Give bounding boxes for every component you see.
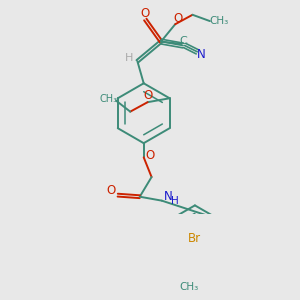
Text: CH₃: CH₃ bbox=[99, 94, 117, 104]
Text: Br: Br bbox=[188, 232, 201, 245]
Text: CH₃: CH₃ bbox=[210, 16, 229, 26]
Text: O: O bbox=[141, 8, 150, 20]
Text: CH₃: CH₃ bbox=[179, 282, 198, 292]
Text: C: C bbox=[179, 36, 187, 46]
Text: O: O bbox=[107, 184, 116, 197]
Text: N: N bbox=[197, 48, 206, 62]
Text: H: H bbox=[170, 196, 178, 206]
Text: O: O bbox=[143, 89, 152, 102]
Text: H: H bbox=[125, 53, 134, 63]
Text: N: N bbox=[164, 190, 172, 203]
Text: O: O bbox=[174, 12, 183, 25]
Text: O: O bbox=[146, 149, 154, 162]
